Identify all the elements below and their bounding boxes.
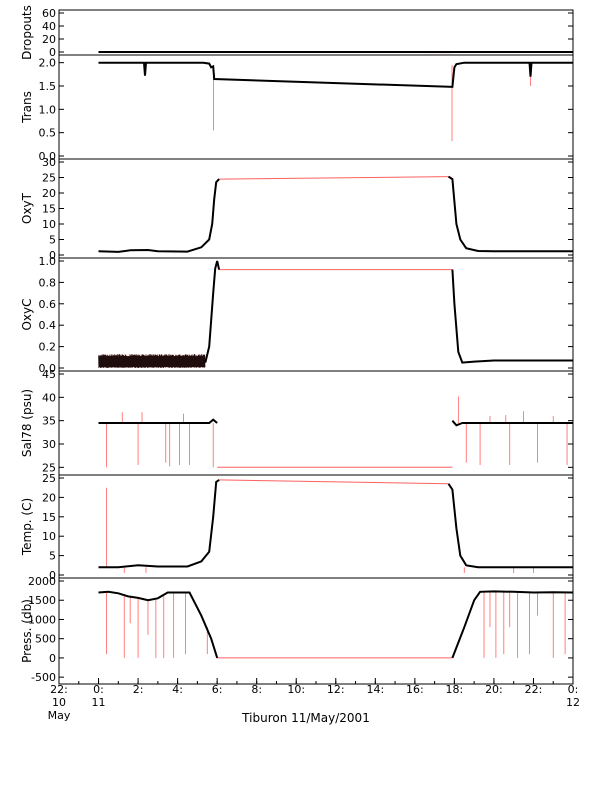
- x-tick-label: 12: [566, 696, 580, 709]
- oxyc-primary-series: [205, 261, 219, 363]
- sal78-ytick-label: 40: [42, 391, 56, 404]
- x-tick-label: 11: [92, 696, 106, 709]
- trans-ylabel: Trans: [20, 91, 34, 124]
- x-tick-label: 4:: [172, 683, 183, 696]
- dropouts-ylabel: Dropouts: [20, 5, 34, 60]
- x-tick-label: 6:: [212, 683, 223, 696]
- dropouts-frame: [59, 10, 573, 55]
- temp-ylabel: Temp. (C): [20, 498, 34, 556]
- oxyc-ylabel: OxyC: [20, 298, 34, 330]
- trans-frame: [59, 55, 573, 159]
- press-ytick-label: 0: [49, 652, 56, 665]
- press-primary-series: [99, 592, 218, 658]
- press-ylabel: Press. (db): [20, 599, 34, 663]
- x-tick-label: 0:: [568, 683, 579, 696]
- sal78-ytick-label: 35: [42, 415, 56, 428]
- press-primary-series: [452, 591, 573, 658]
- x-tick-label: 0:: [93, 683, 104, 696]
- oxyt-primary-series: [449, 177, 574, 252]
- trans-ytick-label: 2.0: [39, 57, 57, 70]
- oxyc-noise-tint: [99, 354, 206, 368]
- temp-secondary-series: [219, 480, 448, 484]
- trans-primary-series: [99, 63, 574, 87]
- panels-layer: 0204060Dropouts0.00.51.01.52.0Trans05101…: [20, 5, 573, 684]
- x-tick-label: 20:: [485, 683, 503, 696]
- panel-dropouts: 0204060Dropouts: [20, 5, 573, 60]
- dropouts-ytick-label: 40: [42, 20, 56, 33]
- oxyt-primary-series: [99, 179, 220, 252]
- oxyt-ytick-label: 5: [49, 234, 56, 247]
- oxyt-secondary-series: [219, 177, 448, 180]
- x-tick-label: 2:: [133, 683, 144, 696]
- temp-ytick-label: 5: [49, 550, 56, 563]
- temp-ytick-label: 15: [42, 511, 56, 524]
- temp-ytick-label: 10: [42, 530, 56, 543]
- x-tick-label: 22:: [50, 683, 68, 696]
- temp-ytick-label: 25: [42, 472, 56, 485]
- x-tick-label: May: [48, 709, 71, 722]
- panel-temp: 0510152025Temp. (C): [20, 472, 573, 582]
- sal78-ytick-label: 45: [42, 368, 56, 381]
- oxyt-ytick-label: 15: [42, 203, 56, 216]
- trans-ytick-label: 0.5: [39, 127, 57, 140]
- temp-primary-series: [99, 480, 220, 567]
- panel-oxyc: 0.00.20.40.60.81.0OxyC: [20, 255, 573, 375]
- press-ytick-label: 500: [35, 633, 56, 646]
- oxyc-ytick-label: 0.2: [39, 341, 57, 354]
- panel-sal78: 2530354045Sal78 (psu): [20, 368, 573, 475]
- oxyt-ytick-label: 30: [42, 156, 56, 169]
- oxyt-ytick-label: 20: [42, 187, 56, 200]
- oxyc-ytick-label: 0.4: [39, 319, 57, 332]
- oxyc-primary-series: [452, 270, 573, 363]
- press-ytick-label: 2000: [28, 575, 56, 588]
- sal78-primary-series: [452, 421, 573, 426]
- oxyt-frame: [59, 159, 573, 258]
- sal78-primary-series: [99, 420, 218, 423]
- dropouts-ytick-label: 20: [42, 33, 56, 46]
- x-tick-label: 18:: [446, 683, 464, 696]
- x-tick-label: 10:: [287, 683, 305, 696]
- x-tick-label: 12:: [327, 683, 345, 696]
- oxyt-ytick-label: 10: [42, 218, 56, 231]
- trans-ytick-label: 1.0: [39, 103, 57, 116]
- oxyt-ytick-label: 25: [42, 172, 56, 185]
- x-axis-label: Tiburon 11/May/2001: [241, 711, 370, 725]
- x-tick-label: 14:: [366, 683, 384, 696]
- panel-oxyt: 051015202530OxyT: [20, 156, 573, 262]
- x-tick-label: 8:: [251, 683, 262, 696]
- temp-ytick-label: 20: [42, 491, 56, 504]
- oxyc-ytick-label: 1.0: [39, 255, 57, 268]
- sal78-ylabel: Sal78 (psu): [20, 389, 34, 457]
- oxyc-frame: [59, 258, 573, 371]
- temp-frame: [59, 475, 573, 578]
- panel-trans: 0.00.51.01.52.0Trans: [20, 55, 573, 163]
- x-tick-label: 16:: [406, 683, 424, 696]
- oxyc-ytick-label: 0.6: [39, 298, 57, 311]
- oxyc-ytick-label: 0.8: [39, 276, 57, 289]
- oxyt-ylabel: OxyT: [20, 192, 34, 224]
- panel-press: -5000500100015002000Press. (db): [20, 575, 573, 684]
- sal78-ytick-label: 30: [42, 438, 56, 451]
- x-tick-label: 10: [52, 696, 66, 709]
- trans-ytick-label: 1.5: [39, 80, 57, 93]
- dropouts-ytick-label: 60: [42, 7, 56, 20]
- temp-primary-series: [449, 484, 574, 567]
- x-tick-label: 22:: [525, 683, 543, 696]
